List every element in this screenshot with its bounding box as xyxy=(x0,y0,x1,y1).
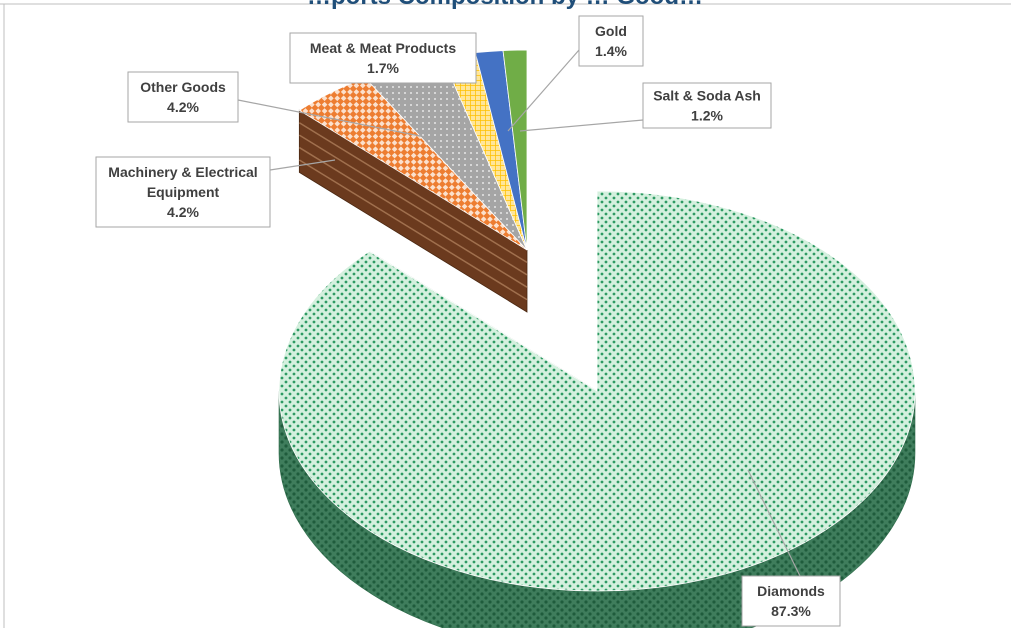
slice-side-stripe xyxy=(298,146,528,288)
data-label-name-machinery-and-electrical-equipment: Machinery & Electrical xyxy=(108,164,257,180)
slice-side-stripe xyxy=(298,159,528,301)
pie-slice-diamonds xyxy=(278,190,916,592)
data-label-box-other-goods xyxy=(127,71,239,123)
data-label-value-machinery-and-electrical-equipment: 4.2% xyxy=(167,204,199,220)
data-label-box-meat-and-meat-products xyxy=(289,32,477,84)
pie-slice-salt-and-soda-ash xyxy=(502,49,528,251)
data-label-name-salt-and-soda-ash: Salt & Soda Ash xyxy=(653,88,761,104)
data-label-box-diamonds xyxy=(741,575,841,627)
data-labels: Diamonds 87.3% Machinery & Electrical Equip… xyxy=(95,15,841,627)
leader-line-machinery-and-electrical-equipment xyxy=(269,159,336,171)
data-label-name-machinery-and-electrical-equipment: Equipment xyxy=(147,184,220,200)
slice-side-stripe xyxy=(298,134,528,276)
data-label-value-meat-and-meat-products: 1.7% xyxy=(367,60,399,76)
chart-title: …ports Composition by … Good… xyxy=(307,0,703,10)
data-label-value-diamonds: 87.3% xyxy=(771,603,811,619)
data-label-value-salt-and-soda-ash: 1.2% xyxy=(691,108,723,124)
data-label-name-diamonds: Diamonds xyxy=(757,583,825,599)
data-label-name-other-goods: Other Goods xyxy=(140,79,226,95)
data-label-box-salt-and-soda-ash xyxy=(642,82,772,129)
data-label-box-gold xyxy=(578,15,644,67)
pie-slices xyxy=(278,49,916,628)
slice-side-stripe xyxy=(298,122,528,264)
data-label-name-meat-and-meat-products: Meat & Meat Products xyxy=(310,40,456,56)
data-label-box-machinery-and-electrical-equipment xyxy=(95,156,271,228)
leader-line-meat-and-meat-products xyxy=(447,82,471,134)
data-label-value-gold: 1.4% xyxy=(595,43,627,59)
leader-line-gold xyxy=(507,49,580,132)
data-label-value-other-goods: 4.2% xyxy=(167,99,199,115)
leader-line-other-goods xyxy=(237,99,426,138)
leader-line-diamonds xyxy=(747,469,801,577)
data-label-name-gold: Gold xyxy=(595,23,627,39)
leader-line-salt-and-soda-ash xyxy=(519,119,644,132)
